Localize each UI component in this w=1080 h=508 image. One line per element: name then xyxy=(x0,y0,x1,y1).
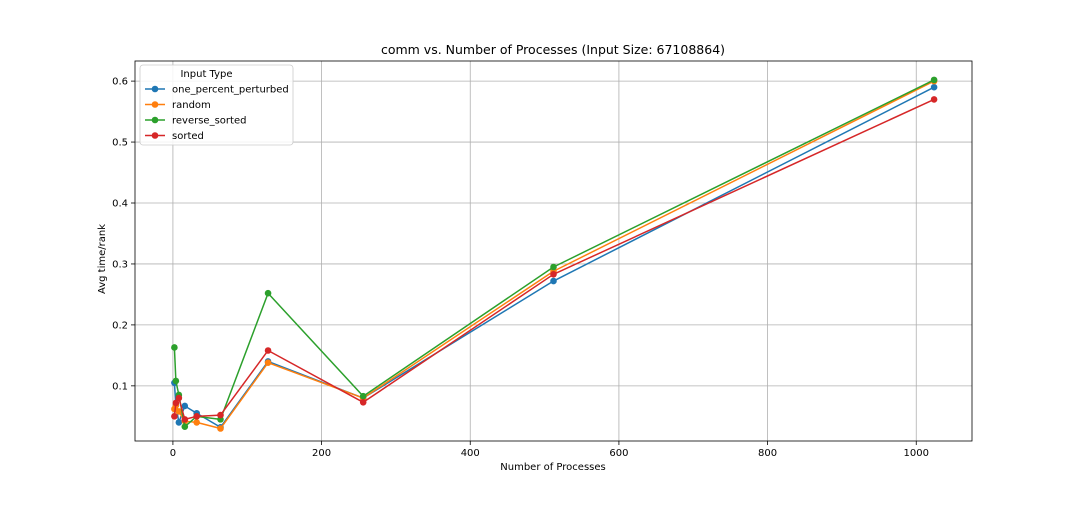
data-point xyxy=(264,359,272,366)
data-point xyxy=(550,263,557,271)
data-point xyxy=(171,344,178,351)
plot-frame xyxy=(134,60,973,442)
data-point xyxy=(175,408,183,415)
data-point xyxy=(193,413,200,420)
data-point xyxy=(181,416,189,423)
x-axis-label: Number of Processes xyxy=(500,462,605,473)
legend-marker xyxy=(151,101,159,108)
legend-label: one_percent_perturbed xyxy=(172,85,289,96)
data-point xyxy=(930,83,938,91)
legend-item-sorted: sorted xyxy=(145,131,204,142)
x-tick-label: 0 xyxy=(170,448,176,459)
data-point xyxy=(930,76,938,84)
data-point xyxy=(217,411,224,419)
y-tick-label: 0.2 xyxy=(112,320,128,331)
legend-item-random: random xyxy=(145,100,211,111)
y-tick-label: 0.3 xyxy=(112,259,128,270)
series-sorted xyxy=(171,96,938,423)
y-tick-label: 0.5 xyxy=(112,138,128,149)
legend-label: reverse_sorted xyxy=(172,116,246,127)
legend-item-one_percent_perturbed: one_percent_perturbed xyxy=(145,85,289,96)
data-point xyxy=(175,419,183,426)
data-point xyxy=(181,423,189,430)
data-point xyxy=(550,271,557,278)
series-lines xyxy=(171,76,938,432)
legend-label: sorted xyxy=(172,131,204,142)
legend-title: Input Type xyxy=(180,69,232,80)
data-point xyxy=(359,398,367,406)
data-point xyxy=(550,277,557,285)
legend-label: random xyxy=(172,100,211,111)
legend-marker xyxy=(151,85,159,93)
legend-item-reverse_sorted: reverse_sorted xyxy=(145,116,246,127)
legend-marker xyxy=(151,132,159,139)
x-tick-label: 200 xyxy=(312,448,331,459)
x-tick-label: 800 xyxy=(758,448,777,459)
y-tick-label: 0.1 xyxy=(112,381,128,392)
chart-title: comm vs. Number of Processes (Input Size… xyxy=(381,42,725,57)
x-tick-label: 600 xyxy=(609,448,628,459)
data-point xyxy=(264,347,272,354)
axes xyxy=(131,60,973,445)
y-tick-label: 0.4 xyxy=(112,199,128,210)
tick-labels: 0 200 400 600 800 1000 0.1 0.2 0.3 0.4 0.5 0.6 xyxy=(112,77,929,459)
data-point xyxy=(172,377,180,385)
y-axis-label: Avg time/rank xyxy=(97,224,108,294)
data-point xyxy=(181,402,189,410)
data-point xyxy=(930,96,938,103)
x-tick-label: 400 xyxy=(461,448,480,459)
x-tick-label: 1000 xyxy=(904,448,929,459)
y-tick-label: 0.6 xyxy=(112,77,128,88)
data-point xyxy=(359,392,367,400)
data-point xyxy=(172,399,180,407)
legend-box xyxy=(139,64,294,146)
legend-marker xyxy=(151,116,159,124)
data-point xyxy=(175,394,183,402)
gridlines xyxy=(135,61,972,441)
data-point xyxy=(217,425,224,432)
data-point xyxy=(264,289,272,297)
data-point xyxy=(171,413,178,420)
data-point xyxy=(193,419,200,426)
series-line xyxy=(173,79,935,428)
